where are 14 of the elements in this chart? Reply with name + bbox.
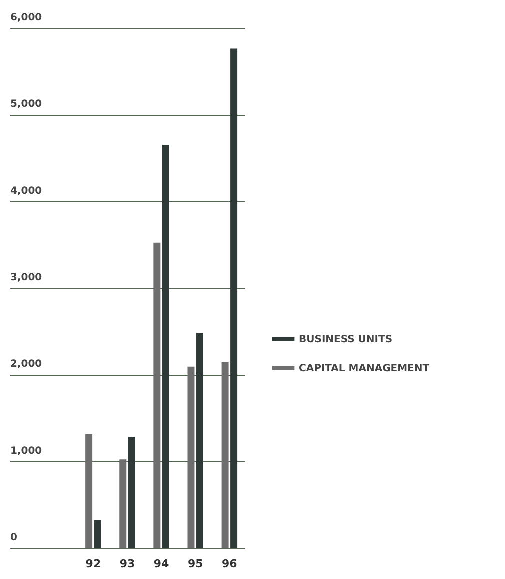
y-tick-label: 2,000	[10, 359, 42, 370]
legend-label: BUSINESS UNITS	[299, 334, 393, 346]
y-tick-label: 6,000	[10, 12, 42, 24]
x-tick-label: 95	[188, 558, 204, 570]
x-tick-label: 92	[86, 558, 102, 570]
y-tick-label: 0	[10, 532, 18, 544]
y-tick-label: 1,000	[10, 446, 42, 457]
y-tick-label: 5,000	[10, 99, 42, 110]
y-tick-label: 4,000	[10, 186, 42, 197]
x-tick-label: 93	[120, 558, 136, 570]
y-tick-label: 3,000	[10, 272, 42, 284]
legend-label: CAPITAL MANAGEMENT	[299, 364, 430, 374]
x-tick-label: 96	[222, 558, 238, 570]
x-tick-label: 94	[154, 558, 170, 570]
